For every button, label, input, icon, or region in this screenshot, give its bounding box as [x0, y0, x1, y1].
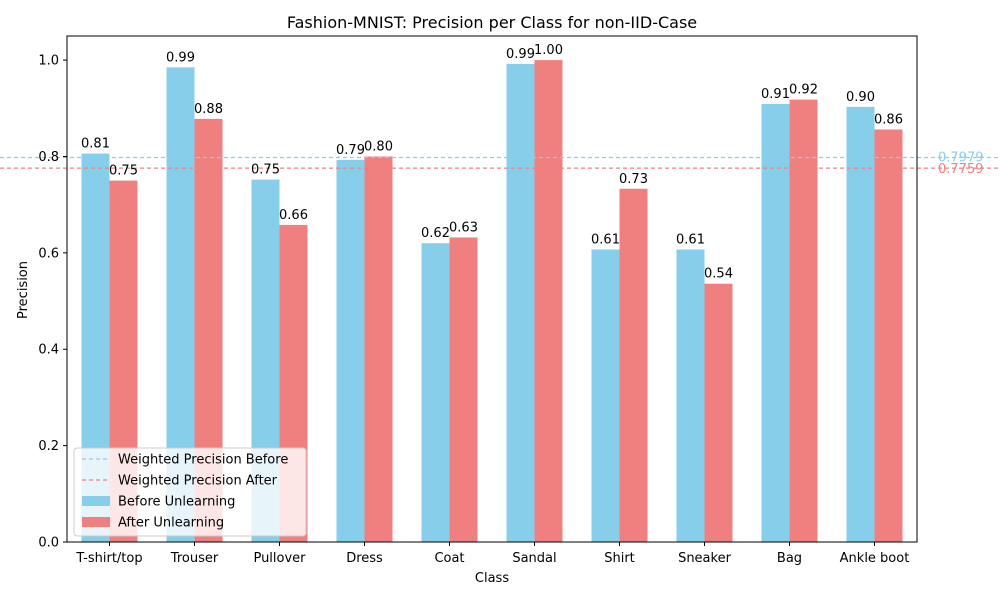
- bar: [506, 63, 535, 543]
- x-tick-label: Bag: [777, 551, 802, 566]
- bar-value-label: 0.81: [81, 137, 110, 152]
- bar-value-label: 0.99: [166, 50, 195, 65]
- bar: [846, 106, 875, 542]
- bar-value-label: 0.90: [846, 90, 875, 105]
- reference-line-label: 0.7759: [938, 162, 984, 177]
- bar-value-label: 0.92: [789, 83, 818, 98]
- legend-label: Before Unlearning: [118, 495, 235, 510]
- bar-value-label: 0.66: [279, 208, 308, 223]
- y-tick-label: 1.0: [38, 54, 59, 69]
- x-axis-label: Class: [475, 571, 509, 586]
- bar-value-label: 0.61: [591, 232, 620, 247]
- legend: Weighted Precision Before Weighted Precis…: [73, 447, 307, 537]
- bar-value-label: 0.75: [109, 164, 138, 179]
- x-tick-label: Ankle boot: [840, 551, 910, 566]
- bar: [364, 156, 393, 542]
- bar: [676, 249, 705, 542]
- x-tick-label: Shirt: [604, 551, 635, 566]
- bar-labels-layer: 0.81 0.99 0.75 0.79 0.62 0.99 0.61 0.61 0.91 0.90…: [81, 43, 903, 282]
- y-tick-label: 0.2: [38, 439, 59, 454]
- bar-value-label: 0.75: [251, 163, 280, 178]
- x-tick-label: Trouser: [170, 551, 219, 566]
- y-tick-label: 0.4: [38, 343, 59, 358]
- bar: [874, 129, 903, 543]
- legend-swatch: [82, 517, 110, 527]
- x-tick-label: Coat: [434, 551, 464, 566]
- bar: [619, 188, 648, 543]
- bar: [449, 237, 478, 542]
- bar: [591, 249, 620, 542]
- bar-value-label: 0.73: [619, 172, 648, 187]
- x-tick-label: Sandal: [512, 551, 556, 566]
- bar: [534, 60, 563, 542]
- x-tick-label: Dress: [346, 551, 383, 566]
- y-axis-label: Precision: [16, 261, 31, 319]
- y-tick-label: 0.0: [38, 536, 59, 551]
- legend-label: Weighted Precision After: [118, 474, 278, 489]
- plot-frame: [66, 35, 918, 543]
- legend-swatch: [82, 496, 110, 506]
- bar-value-label: 0.88: [194, 102, 223, 117]
- y-tick-label: 0.6: [38, 246, 59, 261]
- chart-title: Fashion-MNIST: Precision per Class for n…: [287, 13, 697, 32]
- bar-value-label: 1.00: [534, 43, 563, 58]
- bar: [336, 159, 365, 542]
- bar-value-label: 0.99: [506, 47, 535, 62]
- bar-value-label: 0.91: [761, 87, 790, 102]
- bar-value-label: 0.63: [449, 220, 478, 235]
- bar-value-label: 0.80: [364, 139, 393, 154]
- x-tick-label: T-shirt/top: [75, 551, 142, 566]
- x-tick-label: Sneaker: [678, 551, 732, 566]
- bar-value-label: 0.79: [336, 143, 365, 158]
- legend-box: [73, 447, 307, 537]
- reference-line-label: 0.7979: [938, 150, 984, 165]
- bar: [761, 103, 790, 542]
- bar: [789, 99, 818, 543]
- bar: [421, 243, 450, 542]
- legend-label: Weighted Precision Before: [118, 453, 288, 468]
- bar-value-label: 0.54: [704, 267, 733, 282]
- bar-value-label: 0.62: [421, 226, 450, 241]
- bar-value-label: 0.61: [676, 232, 705, 247]
- axes-layer: 0.0 0.2 0.4 0.6 0.8 1.0 T-shirt/top Trouser Pull…: [38, 35, 918, 566]
- legend-label: After Unlearning: [118, 516, 224, 531]
- bar-value-label: 0.86: [874, 112, 903, 127]
- x-tick-label: Pullover: [253, 551, 306, 566]
- y-tick-label: 0.8: [38, 150, 59, 165]
- bar: [704, 283, 733, 542]
